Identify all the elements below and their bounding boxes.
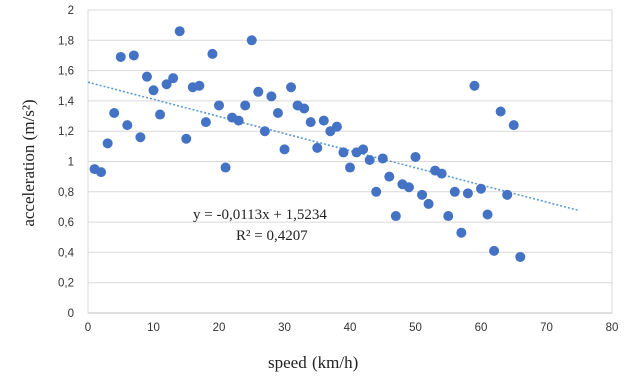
data-point xyxy=(482,209,493,220)
y-tick-label: 0,6 xyxy=(58,217,74,229)
data-point xyxy=(443,211,454,222)
data-point xyxy=(331,121,342,132)
data-point xyxy=(338,147,349,158)
x-tick-label: 70 xyxy=(540,322,553,334)
data-point xyxy=(345,162,355,173)
y-tick-label: 0,4 xyxy=(58,247,75,259)
data-point xyxy=(286,82,297,93)
data-point xyxy=(200,117,211,128)
y-tick-label: 2 xyxy=(68,5,74,17)
data-point xyxy=(299,103,310,114)
data-point xyxy=(148,85,159,96)
data-point xyxy=(312,142,323,153)
y-tick-label: 1,2 xyxy=(58,126,74,138)
y-tick-label: 1,6 xyxy=(58,66,74,78)
trendline xyxy=(87,81,580,212)
data-point xyxy=(410,151,421,162)
data-point xyxy=(253,86,264,97)
x-tick-label: 50 xyxy=(409,322,422,334)
r-squared-label: R² = 0,4207 xyxy=(236,228,308,244)
data-point xyxy=(403,182,414,193)
gridlines xyxy=(88,9,612,284)
data-point xyxy=(508,120,519,131)
data-point xyxy=(358,144,369,155)
x-tick-label: 30 xyxy=(278,322,291,334)
data-point xyxy=(371,186,382,197)
x-tick-label: 0 xyxy=(85,322,91,334)
data-point xyxy=(502,189,513,200)
data-point xyxy=(109,108,120,119)
data-point xyxy=(102,138,113,149)
trend-equation: y = -0,0113x + 1,5234 xyxy=(193,207,327,223)
data-point xyxy=(456,227,467,238)
data-point xyxy=(168,73,179,84)
y-tick-label: 1 xyxy=(68,157,74,169)
x-tick-labels: 0 10 20 30 40 50 60 70 80 xyxy=(85,322,619,334)
data-point xyxy=(181,133,192,144)
data-point xyxy=(174,26,185,37)
data-point xyxy=(423,198,434,209)
data-point xyxy=(476,183,486,194)
y-tick-labels: 0 0,2 0,4 0,6 0,8 1 1,2 1,4 1,6 1,8 2 xyxy=(58,5,75,320)
x-tick-label: 40 xyxy=(344,322,357,334)
x-tick-label: 60 xyxy=(475,322,488,334)
data-point xyxy=(266,91,277,102)
x-tick-label: 10 xyxy=(147,322,160,334)
data-point xyxy=(220,162,231,173)
data-point xyxy=(449,186,460,197)
data-point xyxy=(436,168,447,179)
x-axis-unit: (km/h) xyxy=(312,353,358,372)
data-point xyxy=(515,251,526,262)
data-point xyxy=(141,71,152,82)
data-point xyxy=(390,211,401,222)
data-point xyxy=(305,117,316,128)
data-points xyxy=(89,26,526,262)
x-tick-label: 20 xyxy=(213,322,226,334)
y-axis-title: acceleration (m/s²) xyxy=(19,99,38,226)
data-point xyxy=(233,115,244,126)
data-point xyxy=(96,167,107,178)
data-point xyxy=(377,153,388,164)
data-point xyxy=(194,80,205,91)
data-point xyxy=(115,51,126,62)
data-point xyxy=(246,35,257,46)
data-point xyxy=(489,245,500,256)
data-point xyxy=(364,154,375,165)
y-tick-label: 0,8 xyxy=(58,187,74,199)
data-point xyxy=(207,48,218,59)
data-point xyxy=(128,50,139,61)
data-point xyxy=(135,132,146,143)
y-tick-label: 0 xyxy=(68,308,74,320)
data-point xyxy=(214,100,224,111)
x-tick-label: 80 xyxy=(606,322,619,334)
data-point xyxy=(259,126,270,137)
data-point xyxy=(318,115,329,126)
data-point xyxy=(279,144,290,155)
y-tick-label: 1,8 xyxy=(58,35,74,47)
data-point xyxy=(495,106,506,117)
data-point xyxy=(272,108,283,119)
data-point xyxy=(384,171,395,182)
data-point xyxy=(155,109,166,120)
data-point xyxy=(469,80,480,91)
data-point xyxy=(240,100,251,111)
data-point xyxy=(462,188,473,199)
y-tick-label: 0,2 xyxy=(58,278,74,290)
y-tick-label: 1,4 xyxy=(58,96,75,108)
data-point xyxy=(417,189,428,200)
data-point xyxy=(122,120,133,131)
x-axis-title: speed xyxy=(268,353,307,372)
data-point xyxy=(161,79,172,90)
